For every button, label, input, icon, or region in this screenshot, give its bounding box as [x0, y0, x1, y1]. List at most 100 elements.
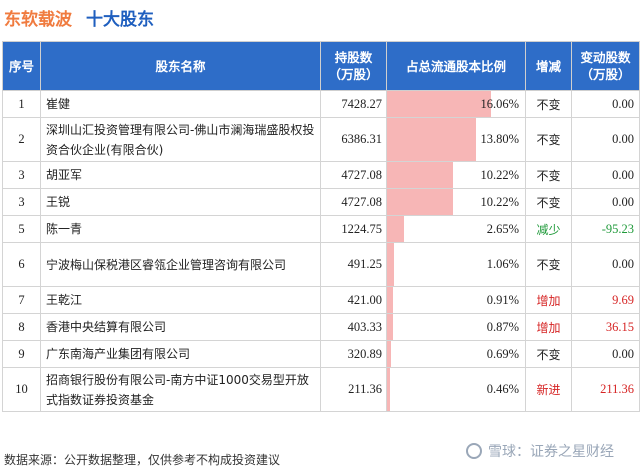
- change-status: 不变: [525, 242, 572, 287]
- table-row: 9 广东南海产业集团有限公司 320.89 0.69% 不变 0.00: [2, 340, 640, 368]
- page-title: 东软载波 十大股东: [4, 5, 154, 30]
- ratio-cell: 10.22%: [386, 161, 526, 189]
- row-index: 8: [2, 313, 41, 341]
- row-index: 7: [2, 286, 41, 314]
- row-index: 1: [2, 90, 41, 118]
- row-index: 2: [2, 117, 41, 162]
- change-status: 不变: [525, 340, 572, 368]
- ratio-bar: [387, 341, 392, 367]
- ratio-label: 0.91%: [486, 292, 519, 307]
- variation-value: 0.00: [571, 188, 640, 216]
- shareholder-name: 崔健: [40, 90, 321, 118]
- change-status: 不变: [525, 188, 572, 216]
- holding-value: 421.00: [320, 286, 387, 314]
- ratio-bar: [387, 118, 476, 161]
- table-row: 8 香港中央结算有限公司 403.33 0.87% 增加 36.15: [2, 313, 640, 341]
- variation-value: 0.00: [571, 340, 640, 368]
- ratio-label: 10.22%: [480, 167, 519, 182]
- variation-value: 0.00: [571, 161, 640, 189]
- shareholder-name: 王乾江: [40, 286, 321, 314]
- table-subtitle: 十大股东: [86, 9, 154, 30]
- table-row: 7 王乾江 421.00 0.91% 增加 9.69: [2, 286, 640, 314]
- ratio-cell: 0.46%: [386, 367, 526, 412]
- header-variation-line2: （万股）: [580, 67, 631, 82]
- shareholder-name: 深圳山汇投资管理有限公司-佛山市澜海瑞盛股权投资合伙企业(有限合伙): [40, 117, 321, 162]
- ratio-cell: 0.91%: [386, 286, 526, 314]
- ratio-bar: [387, 368, 390, 411]
- variation-value: 0.00: [571, 242, 640, 287]
- ratio-bar: [387, 189, 453, 215]
- change-status: 新进: [525, 367, 572, 412]
- table-row: 6 宁波梅山保税港区睿瓴企业管理咨询有限公司 491.25 1.06% 不变 0.00: [2, 242, 640, 287]
- shareholder-name: 宁波梅山保税港区睿瓴企业管理咨询有限公司: [40, 242, 321, 287]
- table-row: 1 崔健 7428.27 16.06% 不变 0.00: [2, 90, 640, 118]
- row-index: 5: [2, 215, 41, 243]
- ratio-cell: 0.69%: [386, 340, 526, 368]
- shareholder-name: 王锐: [40, 188, 321, 216]
- ratio-label: 16.06%: [480, 96, 519, 111]
- company-name: 东软载波: [4, 9, 72, 30]
- header-name: 股东名称: [40, 41, 321, 91]
- row-index: 3: [2, 161, 41, 189]
- variation-value: 0.00: [571, 117, 640, 162]
- watermark-text: 雪球：证券之星财经: [488, 444, 614, 460]
- ratio-label: 0.87%: [486, 319, 519, 334]
- ratio-cell: 1.06%: [386, 242, 526, 287]
- holding-value: 4727.08: [320, 161, 387, 189]
- header-variation: 变动股数 （万股）: [571, 41, 640, 91]
- header-index: 序号: [2, 41, 41, 91]
- change-status: 增加: [525, 313, 572, 341]
- ratio-bar: [387, 314, 393, 340]
- shareholder-name: 胡亚军: [40, 161, 321, 189]
- table-row: 3 王锐 4727.08 10.22% 不变 0.00: [2, 188, 640, 216]
- watermark: 雪球：证券之星财经: [466, 441, 614, 461]
- header-holding: 持股数 （万股）: [320, 41, 387, 91]
- shareholder-name: 广东南海产业集团有限公司: [40, 340, 321, 368]
- table-row: 3 胡亚军 4727.08 10.22% 不变 0.00: [2, 161, 640, 189]
- change-status: 增加: [525, 286, 572, 314]
- variation-value: 36.15: [571, 313, 640, 341]
- change-status: 减少: [525, 215, 572, 243]
- holding-value: 4727.08: [320, 188, 387, 216]
- variation-value: 9.69: [571, 286, 640, 314]
- ratio-bar: [387, 216, 405, 242]
- ratio-label: 0.69%: [486, 346, 519, 361]
- data-source-note: 数据来源：公开数据整理，仅供参考不构成投资建议: [4, 453, 281, 467]
- header-ratio: 占总流通股本比例: [386, 41, 526, 91]
- ratio-cell: 0.87%: [386, 313, 526, 341]
- shareholder-name: 陈一青: [40, 215, 321, 243]
- table-row: 2 深圳山汇投资管理有限公司-佛山市澜海瑞盛股权投资合伙企业(有限合伙) 6386.…: [2, 117, 640, 162]
- table-body: 1 崔健 7428.27 16.06% 不变 0.00 2 深圳山汇投资管理有限公司-佛山市澜…: [2, 90, 640, 412]
- ratio-cell: 13.80%: [386, 117, 526, 162]
- shareholder-name: 香港中央结算有限公司: [40, 313, 321, 341]
- holding-value: 211.36: [320, 367, 387, 412]
- ratio-bar: [387, 91, 491, 117]
- shareholders-table: 序号 股东名称 持股数 （万股） 占总流通股本比例 增减 变动股数 （万股） 1…: [2, 41, 640, 412]
- snowball-logo-icon: [466, 443, 482, 459]
- ratio-label: 0.46%: [486, 382, 519, 396]
- ratio-bar: [387, 243, 394, 286]
- ratio-cell: 10.22%: [386, 188, 526, 216]
- holding-value: 320.89: [320, 340, 387, 368]
- holding-value: 403.33: [320, 313, 387, 341]
- variation-value: -95.23: [571, 215, 640, 243]
- change-status: 不变: [525, 161, 572, 189]
- ratio-label: 1.06%: [486, 257, 519, 271]
- holding-value: 491.25: [320, 242, 387, 287]
- holding-value: 6386.31: [320, 117, 387, 162]
- ratio-cell: 2.65%: [386, 215, 526, 243]
- table-row: 5 陈一青 1224.75 2.65% 减少 -95.23: [2, 215, 640, 243]
- variation-value: 211.36: [571, 367, 640, 412]
- holding-value: 7428.27: [320, 90, 387, 118]
- variation-value: 0.00: [571, 90, 640, 118]
- ratio-label: 13.80%: [480, 132, 519, 146]
- ratio-label: 2.65%: [486, 221, 519, 236]
- header-variation-line1: 变动股数: [580, 50, 631, 65]
- holding-value: 1224.75: [320, 215, 387, 243]
- header-holding-line1: 持股数: [334, 50, 373, 65]
- shareholder-name: 招商银行股份有限公司-南方中证1000交易型开放式指数证券投资基金: [40, 367, 321, 412]
- change-status: 不变: [525, 90, 572, 118]
- row-index: 3: [2, 188, 41, 216]
- row-index: 10: [2, 367, 41, 412]
- ratio-cell: 16.06%: [386, 90, 526, 118]
